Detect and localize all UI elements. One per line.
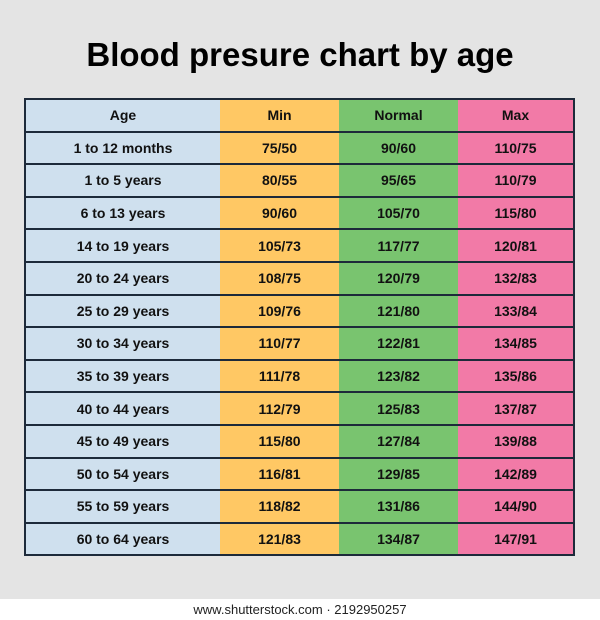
normal-cell: 129/85 (339, 458, 458, 490)
header-cell-max: Max (458, 100, 573, 131)
age-cell: 30 to 34 years (26, 328, 220, 359)
min-cell: 116/81 (220, 458, 339, 490)
min-cell: 108/75 (220, 262, 339, 294)
table-row: 20 to 24 years 108/75 120/79 132/83 (26, 260, 573, 294)
header-cell-min: Min (220, 100, 339, 131)
min-cell: 111/78 (220, 360, 339, 392)
table-row: 40 to 44 years 112/79 125/83 137/87 (26, 391, 573, 424)
normal-cell: 120/79 (339, 262, 458, 294)
min-cell: 110/77 (220, 328, 339, 359)
table-row: 1 to 5 years 80/55 95/65 110/79 (26, 163, 573, 196)
normal-cell: 121/80 (339, 295, 458, 327)
normal-cell: 131/86 (339, 491, 458, 522)
age-cell: 45 to 49 years (26, 425, 220, 457)
max-cell: 144/90 (458, 491, 573, 522)
max-cell: 133/84 (458, 295, 573, 327)
max-cell: 115/80 (458, 197, 573, 229)
normal-cell: 125/83 (339, 393, 458, 424)
normal-cell: 90/60 (339, 132, 458, 164)
age-cell: 1 to 12 months (26, 132, 220, 164)
header-cell-age: Age (26, 100, 220, 131)
max-cell: 135/86 (458, 360, 573, 392)
max-cell: 147/91 (458, 523, 573, 555)
age-cell: 55 to 59 years (26, 491, 220, 522)
table-row: 60 to 64 years 121/83 134/87 147/91 (26, 521, 573, 555)
age-cell: 35 to 39 years (26, 360, 220, 392)
table-row: 45 to 49 years 115/80 127/84 139/88 (26, 423, 573, 457)
max-cell: 139/88 (458, 425, 573, 457)
max-cell: 134/85 (458, 328, 573, 359)
blood-pressure-table: Age Min Normal Max 1 to 12 months 75/50 90/60 1… (24, 98, 575, 557)
normal-cell: 117/77 (339, 230, 458, 261)
table-row: 30 to 34 years 110/77 122/81 134/85 (26, 326, 573, 359)
chart-title: Blood presure chart by age (86, 36, 514, 73)
normal-cell: 122/81 (339, 328, 458, 359)
normal-cell: 134/87 (339, 523, 458, 555)
table-row: 25 to 29 years 109/76 121/80 133/84 (26, 293, 573, 327)
min-cell: 90/60 (220, 197, 339, 229)
table-row: 6 to 13 years 90/60 105/70 115/80 (26, 195, 573, 229)
age-cell: 60 to 64 years (26, 523, 220, 555)
max-cell: 132/83 (458, 262, 573, 294)
min-cell: 109/76 (220, 295, 339, 327)
age-cell: 25 to 29 years (26, 295, 220, 327)
table-row: 1 to 12 months 75/50 90/60 110/75 (26, 130, 573, 164)
max-cell: 142/89 (458, 458, 573, 490)
normal-cell: 123/82 (339, 360, 458, 392)
max-cell: 137/87 (458, 393, 573, 424)
min-cell: 105/73 (220, 230, 339, 261)
min-cell: 112/79 (220, 393, 339, 424)
table-header-row: Age Min Normal Max (26, 100, 573, 131)
table-row: 55 to 59 years 118/82 131/86 144/90 (26, 489, 573, 522)
age-cell: 6 to 13 years (26, 197, 220, 229)
age-cell: 1 to 5 years (26, 165, 220, 196)
normal-cell: 95/65 (339, 165, 458, 196)
age-cell: 14 to 19 years (26, 230, 220, 261)
age-cell: 20 to 24 years (26, 262, 220, 294)
table-row: 14 to 19 years 105/73 117/77 120/81 (26, 228, 573, 261)
min-cell: 75/50 (220, 132, 339, 164)
min-cell: 118/82 (220, 491, 339, 522)
max-cell: 110/79 (458, 165, 573, 196)
max-cell: 120/81 (458, 230, 573, 261)
header-cell-normal: Normal (339, 100, 458, 131)
min-cell: 115/80 (220, 425, 339, 457)
normal-cell: 105/70 (339, 197, 458, 229)
age-cell: 40 to 44 years (26, 393, 220, 424)
age-cell: 50 to 54 years (26, 458, 220, 490)
normal-cell: 127/84 (339, 425, 458, 457)
max-cell: 110/75 (458, 132, 573, 164)
min-cell: 121/83 (220, 523, 339, 555)
footer-credit: www.shutterstock.com · 2192950257 (0, 599, 600, 620)
table-row: 35 to 39 years 111/78 123/82 135/86 (26, 358, 573, 392)
min-cell: 80/55 (220, 165, 339, 196)
table-row: 50 to 54 years 116/81 129/85 142/89 (26, 456, 573, 490)
